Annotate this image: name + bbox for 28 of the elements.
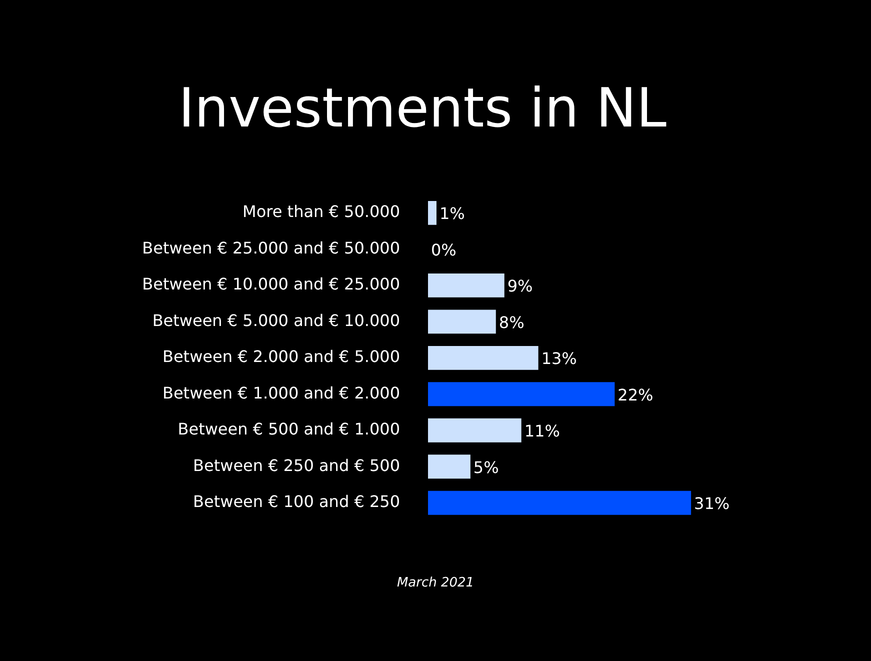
chart-title: Investments in NL: [178, 76, 667, 140]
data-label: 9%: [507, 276, 533, 296]
y-tick-label: Between € 25.000 and € 50.000: [142, 238, 400, 258]
bar: [428, 490, 692, 515]
data-label: 13%: [541, 349, 577, 368]
y-tick-label: Between € 10.000 and € 25.000: [142, 274, 400, 294]
text: March 2021: [396, 575, 474, 590]
y-tick-label: Between € 2.000 and € 5.000: [162, 347, 400, 366]
data-label: 8%: [498, 312, 524, 332]
y-tick-label: Between € 5.000 and € 10.000: [152, 310, 400, 330]
y-tick-label: More than € 50.000: [242, 202, 400, 222]
y-tick-label: Between € 100 and € 250: [193, 492, 400, 512]
y-tick-label: Between € 1.000 and € 2.000: [162, 383, 400, 402]
y-tick-label: Between € 500 and € 1.000: [178, 420, 400, 439]
y-tick-label: Between € 250 and € 500: [193, 456, 400, 475]
bar: [428, 418, 522, 442]
bar: [428, 310, 496, 334]
data-label: 22%: [618, 385, 654, 404]
bar: [428, 382, 615, 406]
data-label: 0%: [431, 240, 456, 260]
bar: [428, 273, 504, 298]
data-label: 5%: [473, 458, 499, 477]
data-label: 31%: [694, 494, 730, 514]
bar: [428, 200, 436, 225]
bar: [428, 454, 470, 479]
data-label: 11%: [524, 422, 560, 441]
bar: [428, 346, 538, 370]
data-label: 1%: [439, 204, 465, 224]
